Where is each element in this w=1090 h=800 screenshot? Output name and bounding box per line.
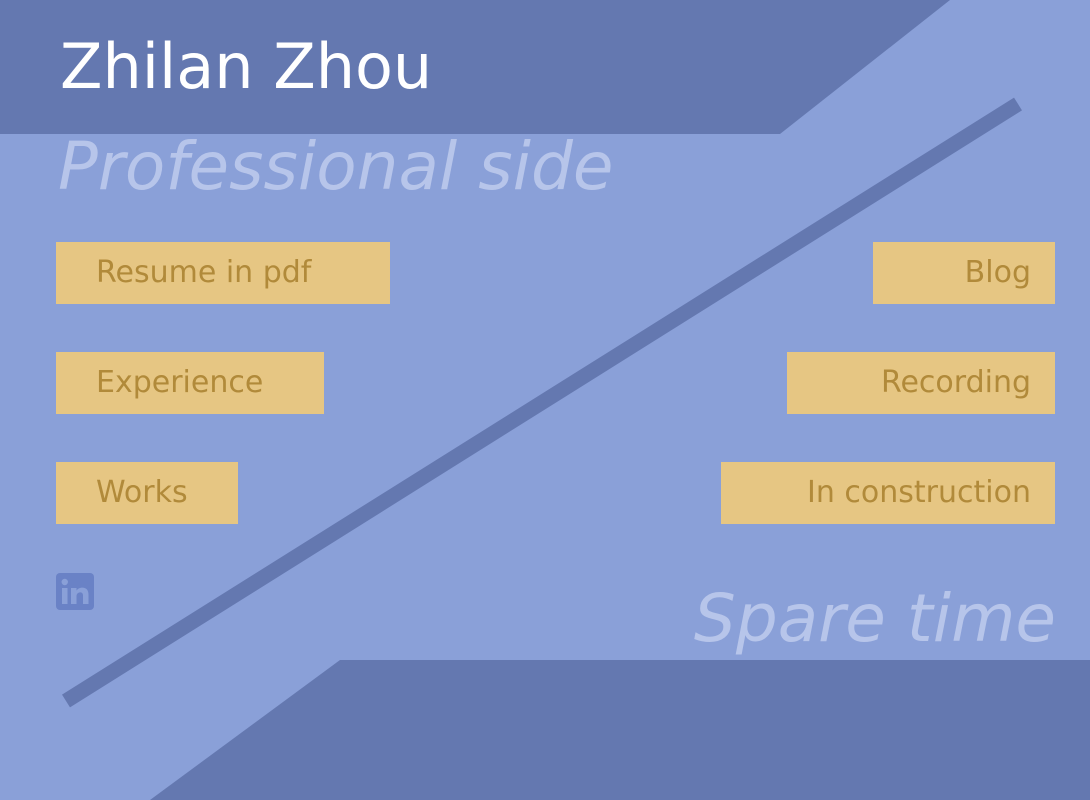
recording-button[interactable]: Recording <box>787 352 1055 414</box>
spare-time-heading: Spare time <box>693 580 1056 657</box>
bottom-dark-band <box>150 660 1090 800</box>
professional-side-heading: Professional side <box>58 128 614 205</box>
linkedin-icon-glyph <box>61 578 89 604</box>
linkedin-icon[interactable] <box>56 573 94 610</box>
blog-button[interactable]: Blog <box>873 242 1055 304</box>
top-dark-band <box>0 0 950 134</box>
experience-button[interactable]: Experience <box>56 352 324 414</box>
site-title: Zhilan Zhou <box>60 30 433 103</box>
in-construction-button[interactable]: In construction <box>721 462 1055 524</box>
resume-pdf-button[interactable]: Resume in pdf <box>56 242 390 304</box>
diagonal-stripe <box>62 97 1022 708</box>
works-button[interactable]: Works <box>56 462 238 524</box>
